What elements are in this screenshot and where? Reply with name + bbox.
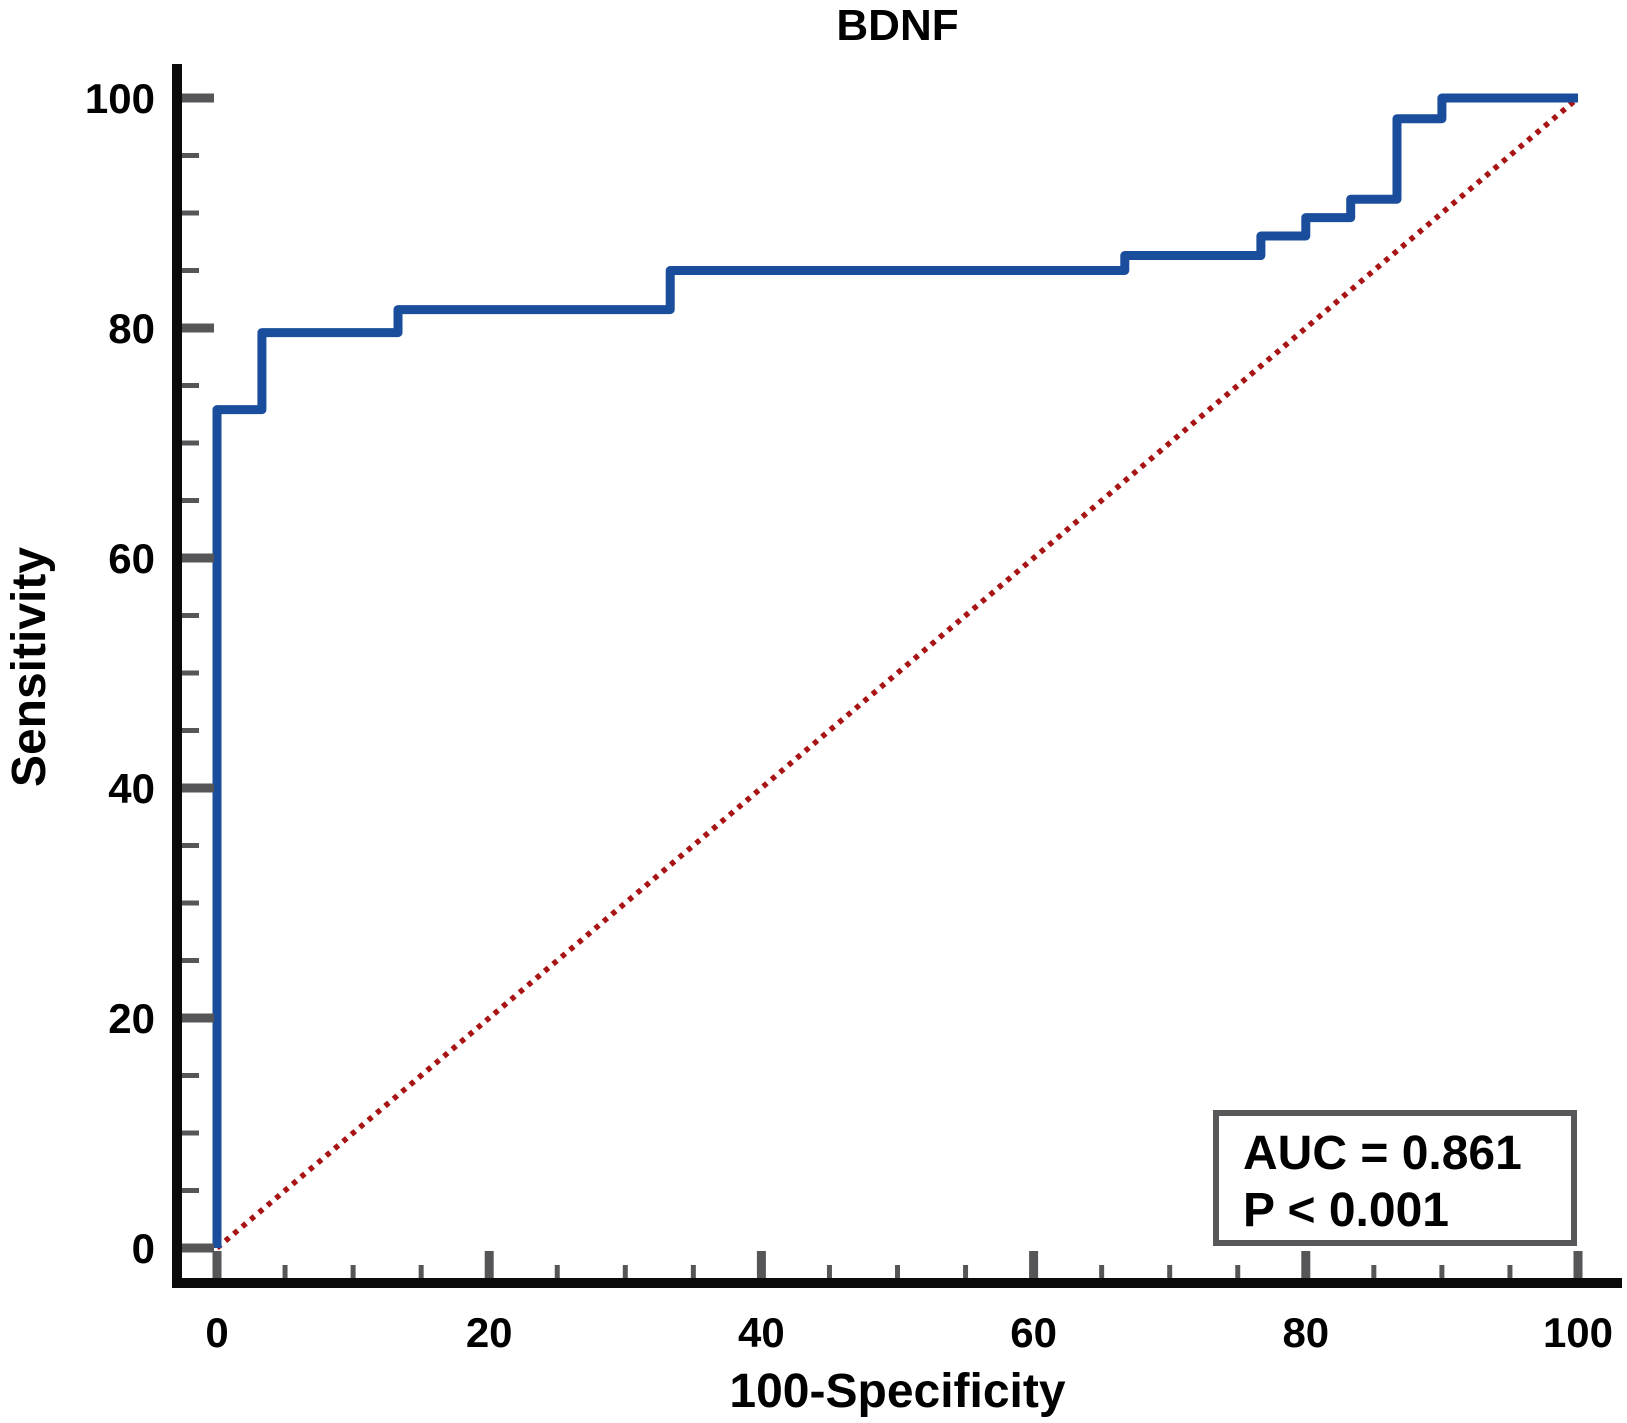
chart-title: BDNF [836,1,959,50]
x-axis-tick-label: 40 [738,1309,785,1356]
y-axis-tick-label: 60 [108,535,155,582]
y-axis-tick-label: 100 [85,75,155,122]
x-axis-tick-label: 100 [1543,1309,1613,1356]
auc-annotation-box: AUC = 0.861 P < 0.001 [1213,1110,1577,1246]
x-axis-tick-label: 60 [1010,1309,1057,1356]
y-axis-tick-label: 40 [108,765,155,812]
p-value-text: P < 0.001 [1243,1184,1449,1237]
roc-curve [212,93,1578,1248]
x-axis-label: 100-Specificity [729,1365,1066,1418]
y-axis-tick-label: 20 [108,995,155,1042]
auc-value-text: AUC = 0.861 [1243,1127,1522,1180]
x-axis-tick-label: 0 [205,1309,228,1356]
y-axis-label: Sensitivity [3,546,56,788]
x-axis-tick-label: 80 [1282,1309,1329,1356]
y-axis-tick-label: 80 [108,305,155,352]
y-axis-tick-label: 0 [132,1225,155,1272]
x-axis-tick-label: 20 [466,1309,513,1356]
